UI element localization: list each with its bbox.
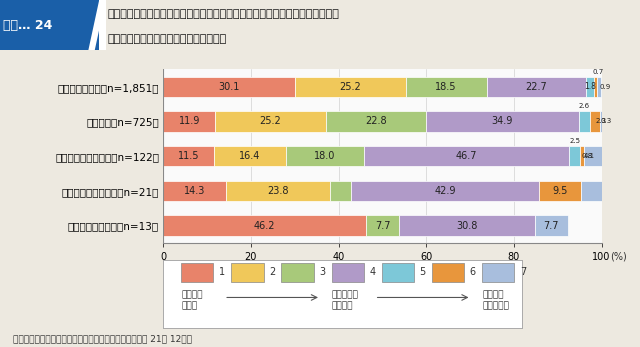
- Bar: [216, 111, 326, 132]
- Text: いえない: いえない: [332, 301, 353, 310]
- Text: 2.3: 2.3: [595, 118, 606, 125]
- Text: どちらとも: どちらとも: [332, 291, 358, 300]
- Text: 22.8: 22.8: [365, 117, 387, 126]
- Bar: [231, 263, 264, 282]
- Bar: [569, 146, 580, 166]
- Bar: [581, 181, 602, 201]
- Text: 22.7: 22.7: [525, 82, 547, 92]
- Bar: [597, 77, 601, 97]
- Text: 0.7: 0.7: [593, 69, 604, 75]
- Text: 2.5: 2.5: [569, 138, 580, 144]
- Text: 30.8: 30.8: [456, 221, 477, 230]
- Bar: [163, 215, 365, 236]
- Text: 1.8: 1.8: [584, 82, 596, 91]
- Bar: [580, 146, 584, 166]
- Text: 14.3: 14.3: [184, 186, 205, 196]
- Bar: [163, 146, 214, 166]
- Bar: [406, 77, 487, 97]
- Text: 18.5: 18.5: [435, 82, 457, 92]
- Text: 30.1: 30.1: [218, 82, 240, 92]
- Text: 決策を見つけることができる」との関係: 決策を見つけることができる」との関係: [108, 34, 227, 44]
- Text: はまる: はまる: [181, 301, 197, 310]
- Text: 23.8: 23.8: [268, 186, 289, 196]
- Bar: [326, 111, 426, 132]
- Text: 0.3: 0.3: [601, 118, 612, 125]
- Bar: [332, 263, 364, 282]
- Bar: [482, 263, 515, 282]
- Text: 46.2: 46.2: [253, 221, 275, 230]
- Bar: [282, 263, 314, 282]
- Bar: [163, 181, 226, 201]
- Text: 0.9: 0.9: [599, 84, 611, 90]
- Bar: [163, 111, 216, 132]
- Bar: [432, 263, 464, 282]
- Text: 資料：内閣府「食育の現状と意識に関する調査」（平成 21年 12月）: 資料：内閣府「食育の現状と意識に関する調査」（平成 21年 12月）: [13, 335, 192, 344]
- Bar: [579, 111, 590, 132]
- Bar: [594, 77, 597, 97]
- Bar: [540, 181, 581, 201]
- Text: 7.7: 7.7: [375, 221, 390, 230]
- Text: 4: 4: [369, 268, 376, 278]
- Text: 3: 3: [319, 268, 325, 278]
- Bar: [590, 111, 600, 132]
- Text: 11.5: 11.5: [178, 151, 199, 161]
- Polygon shape: [99, 0, 106, 50]
- Bar: [365, 215, 399, 236]
- Text: 4.1: 4.1: [584, 153, 595, 159]
- Text: よく当て: よく当て: [181, 291, 203, 300]
- Bar: [584, 146, 602, 166]
- Text: 2: 2: [269, 268, 275, 278]
- Text: 6: 6: [470, 268, 476, 278]
- Text: 5: 5: [419, 268, 426, 278]
- Text: 9.5: 9.5: [552, 186, 568, 196]
- Text: (%): (%): [611, 252, 627, 262]
- Text: 7.7: 7.7: [543, 221, 559, 230]
- Bar: [351, 181, 540, 201]
- Bar: [295, 77, 406, 97]
- Bar: [0, 0, 99, 50]
- Text: 16.4: 16.4: [239, 151, 260, 161]
- Text: 46.7: 46.7: [456, 151, 477, 161]
- Bar: [364, 146, 569, 166]
- Polygon shape: [88, 0, 106, 50]
- Bar: [426, 111, 579, 132]
- Text: 18.0: 18.0: [314, 151, 335, 161]
- Text: 0.8: 0.8: [582, 153, 593, 159]
- Bar: [399, 215, 534, 236]
- Text: 「家族と一緒に食事をすることは重要である」と「日常生じる困難や問題の解: 「家族と一緒に食事をすることは重要である」と「日常生じる困難や問題の解: [108, 9, 339, 19]
- Bar: [382, 263, 414, 282]
- Text: 34.9: 34.9: [492, 117, 513, 126]
- Text: 1: 1: [219, 268, 225, 278]
- Bar: [487, 77, 586, 97]
- Bar: [181, 263, 213, 282]
- Bar: [163, 77, 295, 97]
- Text: 図表… 24: 図表… 24: [3, 19, 52, 32]
- Bar: [330, 181, 351, 201]
- Bar: [214, 146, 285, 166]
- Text: はまらない: はまらない: [482, 301, 509, 310]
- Bar: [534, 215, 568, 236]
- Bar: [226, 181, 330, 201]
- Text: 全く当て: 全く当て: [482, 291, 504, 300]
- Bar: [600, 111, 602, 132]
- Bar: [285, 146, 364, 166]
- Text: 11.9: 11.9: [179, 117, 200, 126]
- Text: 25.2: 25.2: [340, 82, 361, 92]
- Text: 7: 7: [520, 268, 526, 278]
- Text: 25.2: 25.2: [260, 117, 282, 126]
- Text: 2.6: 2.6: [579, 103, 590, 109]
- Bar: [586, 77, 594, 97]
- Text: 42.9: 42.9: [435, 186, 456, 196]
